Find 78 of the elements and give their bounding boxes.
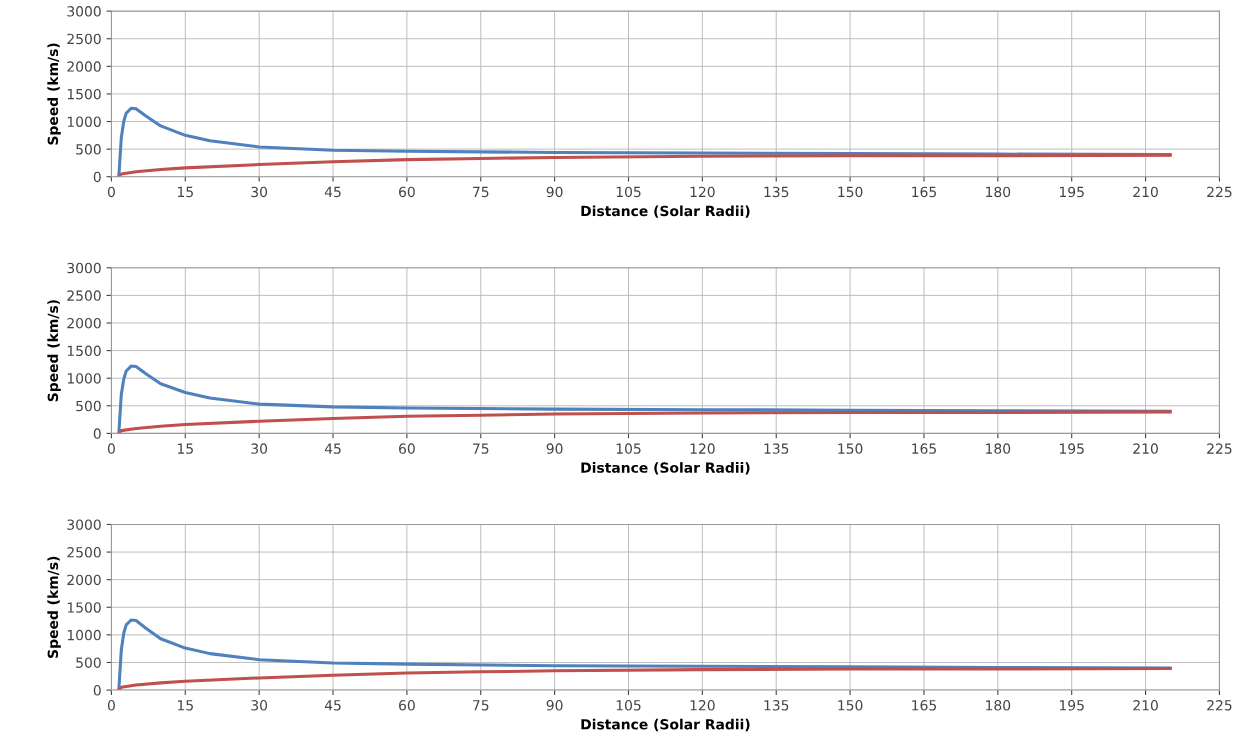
line-series [117,667,1172,691]
x-tick-label: 165 [912,186,936,198]
x-tick-label: 45 [324,186,341,198]
y-tick-label: 2000 [67,574,101,586]
x-tick-label: 165 [912,443,936,454]
y-tick-label: 0 [93,685,101,696]
x-tick-label: 210 [1133,700,1158,711]
x-tick-label: 120 [690,700,715,711]
x-tick-label: 45 [324,700,341,711]
x-tick-label: 15 [177,186,193,198]
x-tick-label: 60 [399,700,415,711]
x-tick-label: 75 [473,443,489,454]
y-axis-title: Speed (km/s) [47,300,61,402]
x-tick-label: 60 [399,186,415,198]
x-tick-label: 60 [399,443,415,454]
x-tick-label: 120 [690,443,715,454]
x-tick-label: 150 [838,700,863,711]
x-tick-label: 15 [177,443,193,454]
x-axis-title: Distance (Solar Radii) [581,462,750,475]
x-tick-label: 225 [1207,700,1232,711]
x-tick-label: 225 [1207,443,1232,454]
y-tick-label: 1000 [67,116,101,127]
y-tick-label: 3000 [67,262,101,274]
x-tick-label: 135 [764,186,789,198]
x-tick-label: 195 [1059,443,1084,454]
x-tick-label: 90 [546,700,563,711]
x-tick-label: 45 [324,443,341,454]
x-tick-label: 0 [107,186,115,198]
x-axis-title: Distance (Solar Radii) [581,205,750,218]
y-tick-label: 2500 [67,290,101,301]
y-tick-label: 1500 [67,88,101,100]
x-tick-label: 90 [546,443,563,454]
x-tick-label: 210 [1133,443,1158,454]
x-tick-label: 180 [986,700,1011,711]
x-tick-label: 180 [986,186,1011,198]
x-tick-label: 105 [616,700,641,711]
x-tick-label: 15 [177,700,193,711]
x-tick-label: 75 [473,186,489,198]
y-tick-label: 1500 [67,345,101,357]
x-tick-label: 30 [251,700,268,711]
y-tick-label: 1500 [67,602,101,613]
x-tick-label: 90 [546,186,563,198]
x-axis-title: Distance (Solar Radii) [581,718,750,732]
y-tick-label: 2000 [67,317,101,329]
x-tick-label: 150 [838,443,863,454]
x-tick-label: 165 [912,700,936,711]
line-series [117,410,1172,434]
x-tick-label: 120 [690,186,715,198]
line-series [117,153,1172,177]
x-tick-label: 135 [764,700,789,711]
x-tick-label: 135 [764,443,789,454]
x-tick-label: 105 [616,186,641,198]
x-tick-label: 180 [986,443,1011,454]
x-tick-label: 30 [251,443,268,454]
y-tick-label: 0 [93,428,101,439]
y-tick-label: 3000 [67,519,101,530]
y-tick-label: 2500 [67,547,101,558]
y-axis-title: Speed (km/s) [47,43,61,145]
x-tick-label: 150 [838,186,863,198]
y-tick-label: 1000 [67,629,101,641]
x-tick-label: 195 [1059,700,1084,711]
x-tick-label: 30 [251,186,268,198]
x-tick-label: 0 [107,700,115,711]
y-tick-label: 2000 [67,61,101,72]
x-tick-label: 210 [1133,186,1158,198]
x-tick-label: 75 [473,700,489,711]
y-tick-label: 2500 [67,33,101,45]
x-tick-label: 105 [616,443,641,454]
y-tick-label: 3000 [67,6,101,17]
y-axis-title: Speed (km/s) [47,556,61,658]
y-tick-label: 500 [76,657,101,668]
x-tick-label: 225 [1207,186,1232,198]
y-tick-label: 1000 [67,373,101,384]
y-tick-label: 500 [76,400,101,412]
x-tick-label: 195 [1059,186,1084,198]
x-tick-label: 0 [107,443,115,454]
y-tick-label: 500 [76,144,101,155]
y-tick-label: 0 [93,171,101,183]
